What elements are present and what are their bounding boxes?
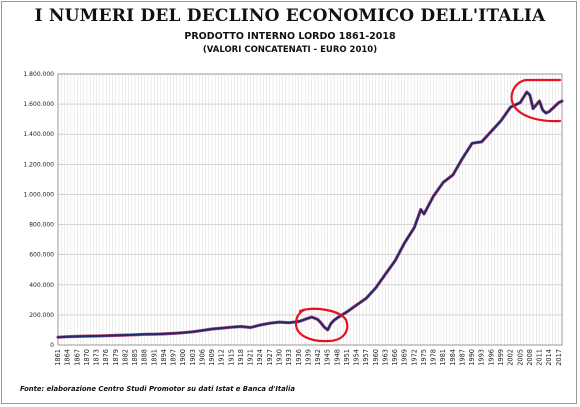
- x-tick-label: 2017: [555, 349, 563, 366]
- x-tick-label: 1933: [285, 349, 293, 366]
- x-tick-label: 1927: [266, 349, 274, 366]
- y-tick-label: 1.800.000: [23, 71, 54, 78]
- y-tick-label: 600.000: [29, 252, 54, 259]
- x-tick-label: 1984: [449, 349, 457, 366]
- x-tick-label: 2005: [516, 349, 524, 366]
- x-tick-label: 1894: [160, 349, 168, 366]
- x-tick-label: 1921: [247, 349, 255, 366]
- x-tick-label: 1948: [333, 349, 341, 366]
- x-tick-label: 1942: [314, 349, 322, 366]
- series-group: [56, 90, 564, 339]
- y-tick-label: 200.000: [29, 312, 54, 319]
- x-tick-label: 1909: [208, 349, 216, 366]
- x-tick-label: 1906: [198, 349, 206, 366]
- x-tick-label: 1993: [478, 349, 486, 366]
- source-footnote: Fonte: elaborazione Centro Studi Promoto…: [20, 385, 295, 393]
- x-tick-label: 1912: [218, 349, 226, 366]
- x-tick-label: 1960: [372, 349, 380, 366]
- x-tick-label: 1957: [362, 349, 370, 366]
- y-tick-label: 800.000: [29, 222, 54, 229]
- chart-subtitle: PRODOTTO INTERNO LORDO 1861-2018: [184, 31, 396, 42]
- x-tick-label: 1945: [324, 349, 332, 366]
- chart-subtitle-units: (VALORI CONCATENATI - EURO 2010): [202, 45, 378, 55]
- annotation-circle-2008-2018: [510, 78, 562, 123]
- x-tick-label: 1990: [468, 349, 476, 366]
- x-tick-label: 1969: [401, 349, 409, 366]
- x-tick-label: 1939: [304, 349, 312, 366]
- x-tick-label: 1879: [112, 349, 120, 366]
- x-tick-label: 1978: [430, 349, 438, 366]
- x-tick-label: 1987: [458, 349, 466, 366]
- x-tick-label: 1903: [189, 349, 197, 366]
- x-tick-label: 1897: [170, 349, 178, 366]
- x-tick-label: 2008: [526, 349, 534, 366]
- y-tick-label: 1.600.000: [23, 101, 54, 108]
- x-tick-label: 1975: [420, 349, 428, 366]
- x-axis-ticks: 1861 1864 1867 1870 1873 1876 1879 1882 1885 1888…: [54, 349, 563, 366]
- x-tick-label: 1918: [237, 349, 245, 366]
- x-tick-label: 2002: [507, 349, 515, 366]
- chart-title: I NUMERI DEL DECLINO ECONOMICO DELL'ITAL…: [34, 6, 546, 26]
- annotations-group: [294, 78, 562, 343]
- y-tick-label: 0: [50, 342, 54, 349]
- x-tick-label: 1915: [227, 349, 235, 366]
- x-tick-label: 1924: [256, 349, 264, 366]
- y-axis-ticks: 0 200.000 400.000 600.000 800.000 1.000.000 1.…: [23, 71, 54, 349]
- plot-area-border: [57, 73, 563, 346]
- x-tick-label: 1999: [497, 349, 505, 366]
- y-tick-label: 1.200.000: [23, 161, 54, 168]
- x-tick-label: 1951: [343, 349, 351, 366]
- y-tick-label: 1.000.000: [23, 191, 54, 198]
- x-tick-label: 1954: [353, 349, 361, 366]
- x-tick-label: 2011: [536, 349, 544, 366]
- y-tick-label: 1.400.000: [23, 131, 54, 138]
- x-tick-label: 1966: [391, 349, 399, 366]
- x-tick-label: 1963: [381, 349, 389, 366]
- x-tick-label: 1867: [73, 349, 81, 366]
- x-tick-label: 1936: [295, 349, 303, 366]
- x-tick-label: 1981: [439, 349, 447, 366]
- x-tick-label: 1870: [83, 349, 91, 366]
- y-tick-label: 400.000: [29, 282, 54, 289]
- gdp-series-shadow: [56, 90, 564, 339]
- x-tick-label: 1900: [179, 349, 187, 366]
- x-tick-label: 1888: [141, 349, 149, 366]
- x-tick-label: 2014: [545, 349, 553, 366]
- x-tick-label: 1861: [54, 349, 62, 366]
- x-tick-label: 1930: [276, 349, 284, 366]
- x-tick-label: 1996: [487, 349, 495, 366]
- annotation-circle-1940s: [294, 307, 349, 343]
- chart-grid: [57, 73, 563, 346]
- x-tick-label: 1873: [93, 349, 101, 366]
- x-tick-label: 1882: [121, 349, 129, 366]
- x-tick-label: 1972: [410, 349, 418, 366]
- gdp-series-line: [57, 91, 563, 339]
- x-tick-label: 1885: [131, 349, 139, 366]
- x-tick-label: 1864: [64, 349, 72, 366]
- x-tick-label: 1891: [150, 349, 158, 366]
- x-tick-label: 1876: [102, 349, 110, 366]
